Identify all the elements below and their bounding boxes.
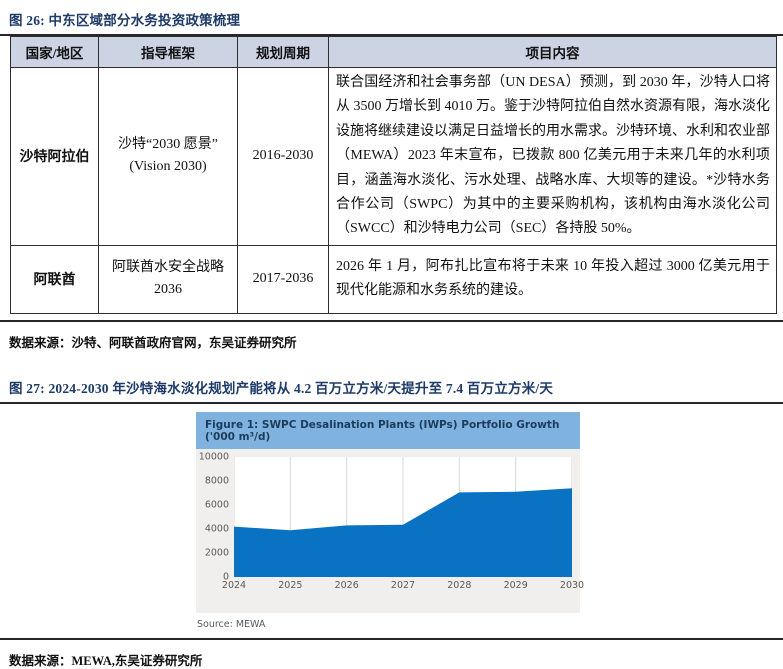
- x-tick-label: 2024: [221, 579, 247, 591]
- rule-under-fig27-title: [0, 401, 783, 404]
- policy-table: 国家/地区 指导框架 规划周期 项目内容 沙特阿拉伯 沙特“2030 愿景” (…: [10, 36, 777, 314]
- figure26-title: 图 26: 中东区域部分水务投资政策梳理: [9, 13, 241, 28]
- x-tick-label: 2028: [447, 579, 472, 591]
- y-tick-label: 4000: [204, 523, 229, 535]
- table-row-saudi: 沙特阿拉伯 沙特“2030 愿景” (Vision 2030) 2016-203…: [10, 67, 777, 246]
- figure27-source: 数据来源：MEWA,东吴证券研究所: [9, 653, 203, 668]
- cell-content: 联合国经济和社会事务部（UN DESA）预测，到 2030 年，沙特人口将从 3…: [328, 67, 777, 246]
- x-tick-label: 2029: [503, 579, 528, 591]
- cell-region: 阿联酋: [10, 244, 99, 314]
- col-header-region: 国家/地区: [10, 36, 99, 68]
- y-tick-label: 10000: [198, 451, 229, 463]
- x-tick-label: 2026: [334, 579, 359, 591]
- col-header-period: 规划周期: [237, 36, 329, 68]
- desalination-chart: Figure 1: SWPC Desalination Plants (IWPs…: [196, 411, 584, 613]
- x-tick-label: 2025: [278, 579, 303, 591]
- rule-under-chart: [0, 637, 783, 640]
- table-row-uae: 阿联酋 阿联酋水安全战略 2036 2017-2036 2026 年 1 月，阿…: [10, 244, 777, 314]
- plot-area: [234, 456, 572, 577]
- rule-top: [0, 34, 783, 36]
- y-tick-label: 6000: [204, 499, 229, 511]
- cell-period: 2017-2036: [237, 244, 329, 314]
- chart-title: Figure 1: SWPC Desalination Plants (IWPs…: [196, 411, 580, 449]
- y-tick-label: 8000: [204, 475, 229, 487]
- cell-framework: 阿联酋水安全战略 2036: [98, 244, 238, 314]
- area-series: [234, 457, 572, 577]
- x-axis: 2024 2025 2026 2027 2028 2029 2030: [222, 579, 584, 595]
- cell-period: 2016-2030: [237, 67, 329, 246]
- y-tick-label: 2000: [204, 547, 229, 559]
- x-tick-label: 2027: [390, 579, 416, 591]
- cell-region: 沙特阿拉伯: [10, 67, 99, 246]
- cell-content: 2026 年 1 月，阿布扎比宣布将于未来 10 年投入超过 3000 亿美元用…: [328, 244, 777, 314]
- col-header-content: 项目内容: [328, 36, 777, 68]
- rule-under-table: [0, 319, 783, 322]
- table-header-row: 国家/地区 指导框架 规划周期 项目内容: [10, 36, 777, 68]
- chart-source: Source: MEWA: [197, 618, 266, 630]
- cell-framework: 沙特“2030 愿景” (Vision 2030): [98, 67, 238, 246]
- chart-panel: 0 2000 4000 6000 8000 10000 2024 2025 2026 2027 2…: [196, 448, 584, 613]
- figure27-title: 图 27: 2024-2030 年沙特海水淡化规划产能将从 4.2 百万立方米/…: [9, 380, 554, 396]
- x-tick-label: 2030: [559, 579, 585, 591]
- y-tick-label: 0: [222, 571, 229, 583]
- col-header-framework: 指导框架: [98, 36, 238, 68]
- y-axis: 0 2000 4000 6000 8000 10000: [199, 451, 234, 582]
- figure26-source: 数据来源：沙特、阿联酋政府官网，东吴证券研究所: [9, 335, 297, 350]
